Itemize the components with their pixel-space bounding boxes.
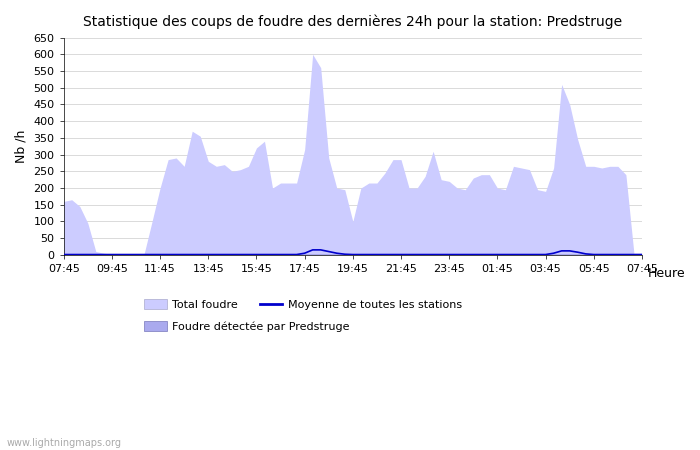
Text: www.lightningmaps.org: www.lightningmaps.org: [7, 438, 122, 448]
Legend: Foudre détectée par Predstruge: Foudre détectée par Predstruge: [144, 321, 350, 332]
Y-axis label: Nb /h: Nb /h: [15, 130, 28, 163]
Text: Heure: Heure: [648, 267, 685, 280]
Title: Statistique des coups de foudre des dernières 24h pour la station: Predstruge: Statistique des coups de foudre des dern…: [83, 15, 622, 30]
